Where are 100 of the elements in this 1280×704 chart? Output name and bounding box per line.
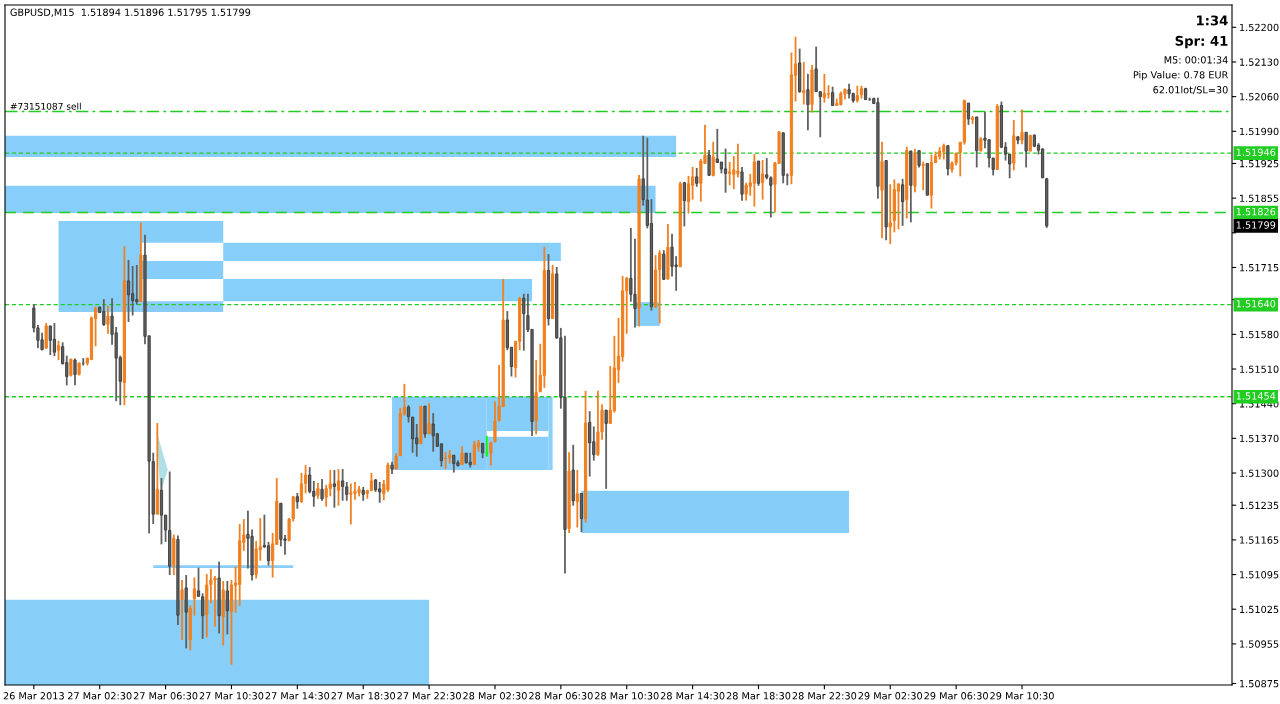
candlestick <box>320 478 324 502</box>
x-tick-label: 28 Mar 14:30 <box>660 692 725 700</box>
y-tick-label: 1.51300 <box>1240 469 1279 477</box>
candlestick <box>266 540 271 567</box>
x-tick-label: 27 Mar 06:30 <box>133 692 198 700</box>
candlestick <box>686 174 691 215</box>
candlestick <box>201 592 205 640</box>
candlestick <box>658 249 662 325</box>
y-tick-label: 1.51370 <box>1240 434 1279 443</box>
candlestick <box>682 180 686 228</box>
y-tick-label: 1.51165 <box>1240 536 1279 544</box>
candlestick <box>378 481 382 504</box>
candlestick <box>575 469 579 529</box>
candlestick <box>946 144 950 177</box>
y-tick-label: 1.51235 <box>1240 501 1279 510</box>
candlestick <box>299 472 304 504</box>
candlestick <box>48 325 52 357</box>
candlestick <box>225 580 229 636</box>
x-tick-label: 28 Mar 06:30 <box>529 692 593 700</box>
ref-line-label: 1.51826 <box>1236 207 1276 216</box>
candlestick <box>180 579 184 641</box>
chart-title: GBPUSD,M15 1.51894 1.51896 1.51795 1.51799 <box>10 8 251 17</box>
y-tick-label: 1.51580 <box>1240 330 1279 339</box>
candlestick <box>699 158 703 203</box>
candlestick <box>106 304 110 335</box>
candlestick <box>888 183 892 246</box>
annotation: 62.01lot/SL=30 <box>1153 85 1228 95</box>
candlestick <box>711 140 715 178</box>
candlestick <box>73 357 77 387</box>
y-tick-label: 1.52060 <box>1240 93 1279 101</box>
candlestick <box>56 339 61 362</box>
y-tick-label: 1.50955 <box>1240 640 1279 648</box>
text: 1.51799 <box>1236 221 1276 229</box>
candlestick <box>896 182 901 231</box>
x-tick-label: 28 Mar 02:30 <box>463 692 527 700</box>
y-tick-label: 1.52130 <box>1240 58 1279 66</box>
candlestick <box>448 449 452 465</box>
x-tick-label: 27 Mar 02:30 <box>67 692 132 700</box>
y-tick-label: 1.51025 <box>1240 605 1279 614</box>
candlestick <box>472 439 477 466</box>
candlestick <box>596 389 600 457</box>
candlestick <box>126 259 131 323</box>
candlestick <box>341 468 345 502</box>
candlestick <box>695 167 699 188</box>
x-tick-label: 28 Mar 22:30 <box>792 692 857 700</box>
candlestick <box>966 102 971 126</box>
y-tick-label: 1.50875 <box>1240 679 1279 688</box>
candlestick <box>522 292 526 352</box>
candlestick <box>921 160 925 192</box>
candlestick <box>822 72 826 104</box>
x-tick-label: 26 Mar 2013 <box>3 692 64 700</box>
candlestick <box>723 147 728 194</box>
x-tick-label: 27 Mar 18:30 <box>331 692 396 700</box>
candlestick <box>728 161 732 187</box>
candlestick <box>760 159 765 201</box>
candlestick <box>44 322 48 350</box>
candlestick <box>427 402 431 435</box>
candlestick <box>736 142 740 179</box>
candlestick <box>588 410 592 478</box>
candlestick <box>830 85 835 107</box>
candlestick <box>1020 108 1024 146</box>
candlestick <box>806 72 810 132</box>
annotation: 1:34 <box>1196 15 1228 26</box>
x-tick-label: 29 Mar 10:30 <box>990 692 1054 700</box>
y-tick-label: 1.51925 <box>1240 159 1279 168</box>
y-tick-label: 1.51855 <box>1240 194 1279 202</box>
candlestick <box>131 265 135 317</box>
x-tick-label: 27 Mar 10:30 <box>199 692 264 700</box>
candlestick <box>802 61 806 106</box>
candlestick <box>707 149 711 177</box>
x-tick-label: 27 Mar 22:30 <box>397 692 461 700</box>
candlestick <box>752 153 756 208</box>
x-tick-label: 29 Mar 06:30 <box>924 692 988 700</box>
candlestick <box>336 468 341 507</box>
candlestick <box>740 166 744 202</box>
candlestick <box>52 322 57 358</box>
x-tick-label: 28 Mar 18:30 <box>726 692 791 700</box>
candlestick <box>690 166 695 201</box>
x-tick-label: 28 Mar 10:30 <box>594 692 659 700</box>
candlestick <box>900 177 905 227</box>
candlestick <box>349 482 353 526</box>
x-tick-label: 27 Mar 14:30 <box>265 692 330 700</box>
candlestick <box>604 409 608 490</box>
y-tick-label: 1.51095 <box>1240 571 1279 579</box>
candlestick <box>102 298 106 327</box>
candlestick <box>756 160 761 187</box>
annotation: M5: 00:01:34 <box>1164 56 1228 64</box>
candlestick <box>814 45 818 93</box>
y-tick-label: 1.52200 <box>1240 23 1279 32</box>
candlestick <box>308 466 312 495</box>
y-tick-label: 1.51510 <box>1240 365 1279 373</box>
y-tick-label: 1.51715 <box>1240 264 1279 272</box>
ref-line-label: 1.51946 <box>1236 148 1276 156</box>
x-tick-label: 29 Mar 02:30 <box>858 692 923 700</box>
y-tick-label: 1.51990 <box>1240 127 1279 136</box>
candlestick <box>332 469 337 509</box>
annotation: Spr: 41 <box>1175 35 1228 49</box>
ref-line-label: #73151087 sell <box>10 102 81 110</box>
candlestick <box>460 445 464 466</box>
candlestick <box>1024 131 1028 169</box>
